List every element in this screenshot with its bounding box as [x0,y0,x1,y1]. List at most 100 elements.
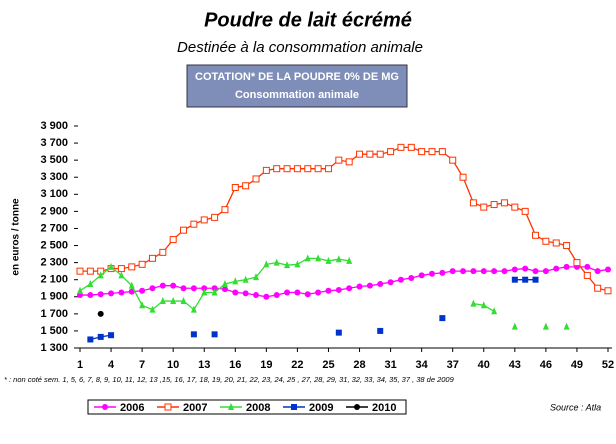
y-tick-label: 3 100 [40,188,68,200]
point [118,289,125,296]
point [128,288,135,295]
point [553,265,560,272]
point [108,332,115,339]
point [87,292,94,299]
y-tick-label: 3 700 [40,137,68,149]
point [542,322,549,330]
box-title: COTATION* DE LA POUDRE 0% DE MG [195,71,399,83]
point [418,148,426,156]
point [604,287,612,295]
point [542,268,549,275]
point [584,263,591,270]
point [511,322,518,330]
point [180,285,187,292]
legend-label: 2007 [183,402,207,414]
point [324,165,332,173]
point [397,276,404,283]
point [180,297,187,305]
point [563,242,571,250]
point [501,268,508,275]
y-tick-label: 2 500 [40,239,68,251]
y-axis-label: en euros / tonne [11,198,22,276]
point [314,165,322,173]
point [522,265,529,272]
x-tick-label: 25 [322,359,334,371]
point [118,271,125,279]
point [439,269,446,276]
legend-label: 2009 [309,402,333,414]
x-tick-label: 1 [77,359,83,371]
x-tick-label: 31 [384,359,396,371]
x-tick-label: 40 [478,359,490,371]
point [345,158,353,166]
point [149,305,156,313]
point [170,282,177,289]
point [262,166,270,174]
point [480,203,488,211]
point [242,275,249,283]
point [304,291,311,298]
legend-label: 2006 [120,402,144,414]
y-tick-label: 3 300 [40,171,68,183]
point [87,279,94,287]
point [470,299,477,307]
point [190,305,197,313]
point [459,173,467,181]
y-tick-label: 1 500 [40,325,68,337]
point [294,289,301,296]
point [180,226,188,234]
x-tick-label: 46 [540,359,552,371]
point [211,288,218,296]
point [221,279,228,287]
x-tick-label: 43 [509,359,521,371]
point [438,148,446,156]
point [460,268,467,275]
x-tick-label: 4 [108,359,115,371]
point [232,289,239,296]
point [284,289,291,296]
point [583,271,591,279]
point [283,165,291,173]
point [76,267,84,275]
point [491,307,498,315]
point [522,276,529,283]
point [128,281,135,289]
point [490,201,498,209]
series-line [90,279,536,341]
point [117,265,125,273]
y-tick-label: 2 100 [40,274,68,286]
point [491,268,498,275]
series-line [80,266,609,298]
point [521,207,529,215]
point [377,327,384,334]
point [315,289,322,296]
legend-label: 2010 [372,402,396,414]
point [211,285,218,292]
point [428,148,436,156]
y-tick-label: 1 900 [40,291,68,303]
point [138,260,146,268]
point [190,220,198,228]
y-tick-label: 2 900 [40,205,68,217]
legend-label: 2008 [246,402,270,414]
point [200,216,208,224]
x-tick-label: 22 [291,359,303,371]
point [139,301,146,309]
x-tick-label: 10 [167,359,179,371]
point [148,254,156,262]
point [335,329,342,336]
point [87,336,94,343]
point [97,310,104,317]
title-box [186,64,408,108]
point [407,143,415,151]
point [232,277,239,285]
point [190,285,197,292]
point [397,143,405,151]
x-tick-label: 16 [229,359,241,371]
point [356,283,363,290]
point [366,150,374,158]
point [164,403,172,411]
point [77,286,83,294]
point [159,248,167,256]
x-tick-label: 37 [447,359,459,371]
